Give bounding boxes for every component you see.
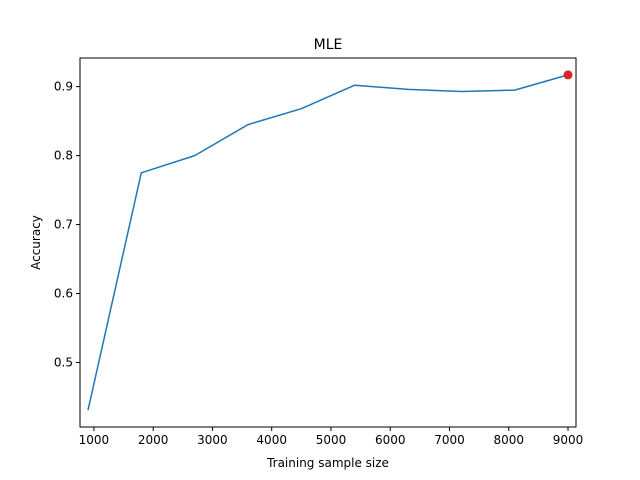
y-axis-label: Accuracy [29,215,43,270]
plot-area [87,70,573,411]
highlight-point [563,70,573,80]
axes-frame [79,57,577,428]
x-tick-label: 8000 [493,433,524,447]
y-tick-label: 0.7 [54,218,73,232]
x-tick-label: 7000 [434,433,465,447]
x-axis-label: Training sample size [266,456,389,470]
x-tick-label: 2000 [138,433,169,447]
x-tick-label: 6000 [375,433,406,447]
y-tick-label: 0.8 [54,149,73,163]
x-tick-label: 1000 [79,433,110,447]
y-tick-label: 0.9 [54,80,73,94]
y-tick-label: 0.6 [54,287,73,301]
x-tick-label: 3000 [197,433,228,447]
x-tick-label: 5000 [316,433,347,447]
x-tick-label: 4000 [256,433,287,447]
series-line-0 [87,74,569,411]
chart-title: MLE [314,37,343,53]
x-axis: 1000 2000 3000 4000 5000 6000 7000 8000 9000 [79,427,584,447]
y-axis: 0.5 0.6 0.7 0.8 0.9 [54,80,80,370]
x-tick-label: 9000 [553,433,584,447]
y-tick-label: 0.5 [54,356,73,370]
